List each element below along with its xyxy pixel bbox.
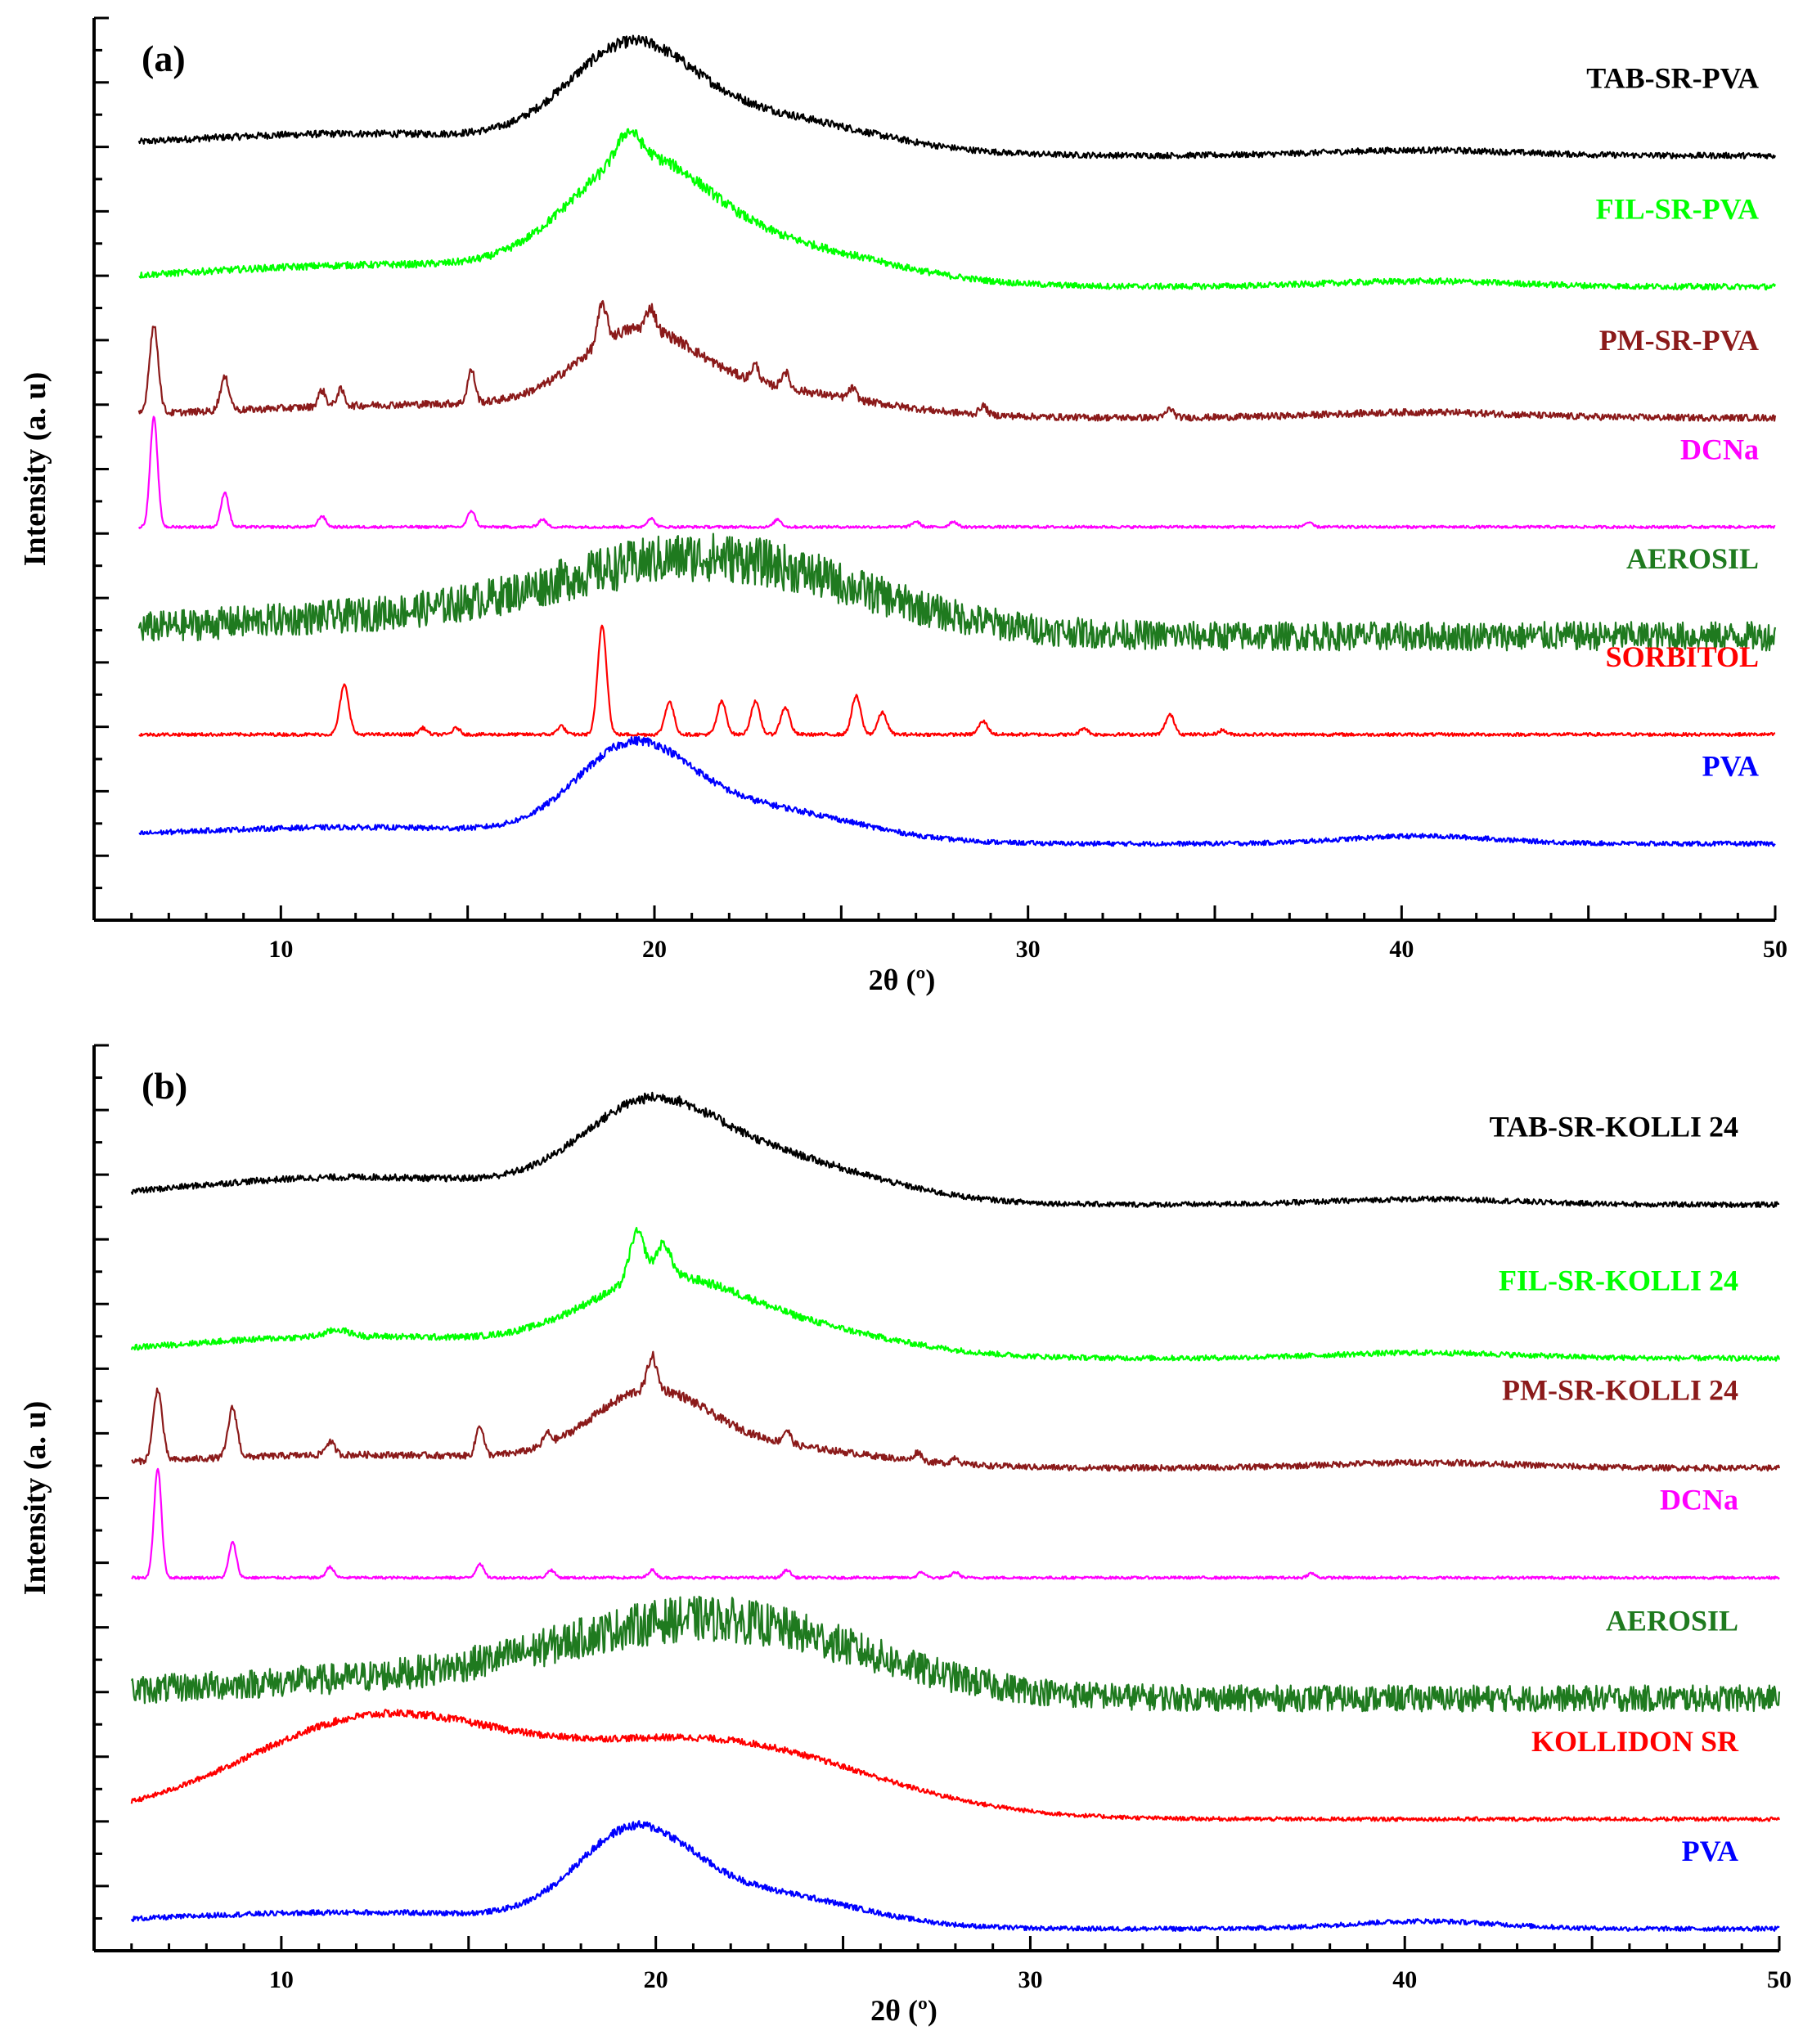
panel-b: 10 20 30 40 50 2θ (º) Intensity (a. u) (b) TAB-S… bbox=[18, 1044, 1792, 2027]
series-label: DCNa bbox=[1660, 1484, 1738, 1516]
x-tick-label: 10 bbox=[269, 1966, 294, 1993]
series-label: TAB-SR-KOLLI 24 bbox=[1490, 1111, 1738, 1143]
series-trace-dcna bbox=[137, 416, 1776, 529]
series-label: KOLLIDON SR bbox=[1531, 1725, 1739, 1758]
x-tick-label: 40 bbox=[1389, 936, 1414, 963]
x-tick-label: 30 bbox=[1018, 1966, 1042, 1993]
series-trace-pm-sr-pva bbox=[137, 299, 1777, 422]
series-label: PVA bbox=[1682, 1835, 1738, 1867]
x-tick-label: 30 bbox=[1016, 936, 1041, 963]
series-label: FIL-SR-KOLLI 24 bbox=[1499, 1264, 1738, 1296]
series-label: FIL-SR-PVA bbox=[1596, 193, 1759, 226]
series-trace-pva bbox=[130, 1820, 1780, 1932]
series-trace-pva bbox=[138, 735, 1776, 847]
series-label: AEROSIL bbox=[1606, 1604, 1738, 1637]
series-trace-sorbitol bbox=[138, 624, 1776, 738]
series-trace-dcna bbox=[131, 1467, 1780, 1580]
series-label: PVA bbox=[1702, 750, 1759, 783]
series-label: AEROSIL bbox=[1626, 542, 1759, 575]
series-trace-tab-sr-kolli-24 bbox=[130, 1091, 1780, 1209]
series-trace-fil-sr-kolli-24 bbox=[130, 1226, 1781, 1362]
y-axis-title: Intensity (a. u) bbox=[18, 1401, 52, 1596]
x-axis-title: 2θ (º) bbox=[869, 964, 936, 996]
x-axis-title: 2θ (º) bbox=[870, 1994, 937, 2027]
series-trace-aerosil bbox=[137, 532, 1777, 652]
series-label: TAB-SR-PVA bbox=[1586, 61, 1759, 94]
series-label: DCNa bbox=[1680, 433, 1759, 465]
x-tick-label: 50 bbox=[1767, 1966, 1792, 1993]
x-tick-label: 40 bbox=[1392, 1966, 1417, 1993]
panel-label: (b) bbox=[142, 1065, 187, 1107]
series-trace-pm-sr-kolli-24 bbox=[131, 1350, 1781, 1472]
series-trace-aerosil bbox=[130, 1595, 1781, 1713]
series-trace-tab-sr-pva bbox=[137, 34, 1777, 159]
series-label: PM-SR-KOLLI 24 bbox=[1502, 1374, 1738, 1407]
series-label: SORBITOL bbox=[1606, 640, 1759, 673]
panel-label: (a) bbox=[142, 38, 186, 79]
x-tick-label: 20 bbox=[644, 1966, 668, 1993]
series-label: PM-SR-PVA bbox=[1599, 324, 1759, 357]
series-trace-fil-sr-pva bbox=[138, 128, 1777, 291]
x-tick-label: 50 bbox=[1763, 936, 1787, 963]
x-tick-label: 10 bbox=[268, 936, 293, 963]
series-trace-kollidon-sr bbox=[130, 1709, 1781, 1822]
y-axis-title: Intensity (a. u) bbox=[18, 372, 52, 567]
x-tick-label: 20 bbox=[642, 936, 667, 963]
panel-a: 10 20 30 40 50 2θ (º) Intensity (a. u) (a) TAB-S… bbox=[18, 16, 1787, 996]
